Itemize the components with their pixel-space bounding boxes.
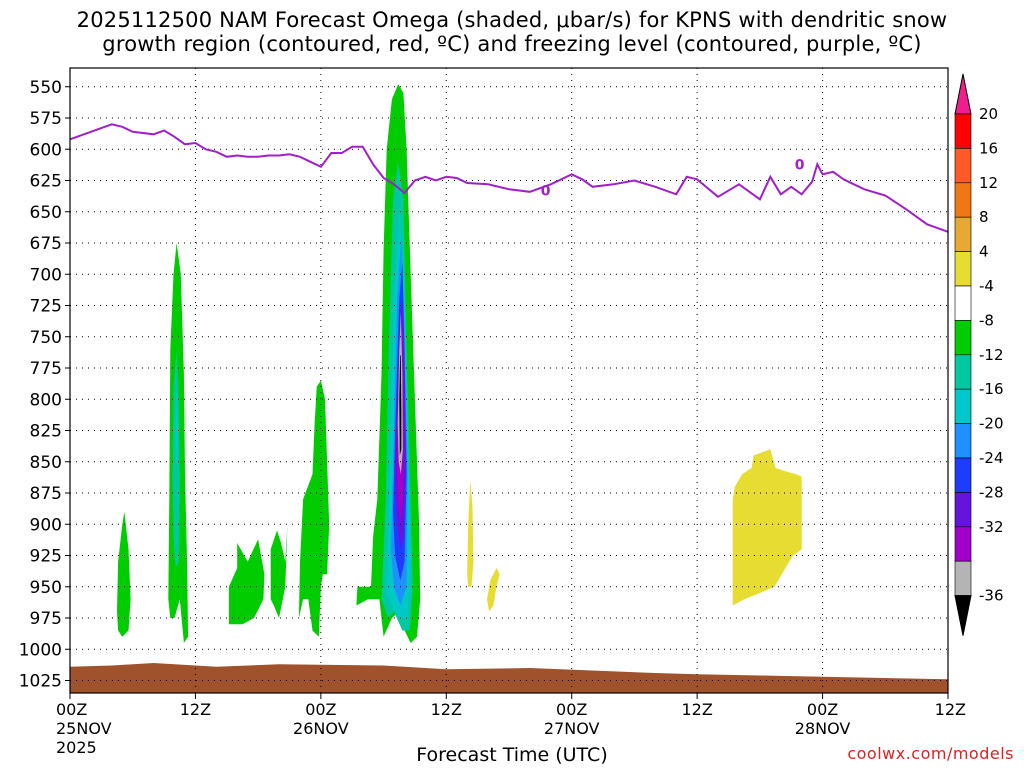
x-tick-label: 00Z — [305, 700, 336, 719]
colorbar-segment — [954, 320, 972, 356]
y-tick-label: 775 — [30, 359, 62, 379]
colorbar-bottom-arrow — [954, 595, 972, 636]
y-tick-label: 650 — [30, 203, 62, 223]
colorbar-label: -24 — [979, 449, 1004, 467]
colorbar-segment — [954, 526, 972, 562]
y-tick-label: 800 — [30, 390, 62, 410]
axes-layer: 550 575 600 625 650 675 700 725 750 775 800 825 850 8… — [19, 67, 966, 757]
x-tick-label: 12Z — [180, 700, 211, 719]
freezing-level-label: 0 — [795, 157, 805, 173]
colorbar-segment — [954, 251, 972, 287]
colorbar-label: -28 — [979, 483, 1004, 501]
x-tick-label: 00Z — [56, 700, 87, 719]
colorbar-segment — [954, 492, 972, 528]
colorbar-segment — [954, 113, 972, 149]
y-tick-label: 975 — [30, 609, 62, 629]
y-tick-label: 550 — [30, 78, 62, 98]
colorbar-label: -8 — [979, 311, 994, 329]
colorbar-label: -36 — [979, 587, 1004, 605]
freezing-level-line — [69, 123, 949, 233]
y-tick-label: 1025 — [19, 672, 62, 692]
y-tick-label: 675 — [30, 234, 62, 254]
y-tick-label: 1000 — [19, 640, 62, 660]
ground-shading — [70, 663, 948, 693]
omega-region — [228, 539, 265, 625]
colorbar-segment — [954, 560, 972, 596]
y-tick-label: 700 — [30, 265, 62, 285]
y-tick-label: 725 — [30, 297, 62, 317]
omega-region — [487, 568, 500, 612]
y-tick-label: 875 — [30, 484, 62, 504]
x-tick-label: 12Z — [681, 700, 712, 719]
x-tick-label: 00Z — [807, 700, 838, 719]
colorbar-segment — [954, 354, 972, 390]
freezing-level-label: 0 — [541, 184, 551, 200]
colorbar-segment — [954, 285, 972, 321]
omega-region — [270, 524, 288, 618]
colorbar-segment — [954, 216, 972, 252]
colorbar-label: -32 — [979, 518, 1004, 536]
y-tick-label: 850 — [30, 453, 62, 473]
credit-link[interactable]: coolwx.com/models — [847, 744, 1014, 763]
colorbar-segment — [954, 388, 972, 424]
y-tick-label: 925 — [30, 547, 62, 567]
omega-region — [298, 380, 330, 637]
colorbar-segment — [954, 148, 972, 184]
x-tick-label: 12Z — [935, 700, 966, 719]
chart-title-line2: growth region (contoured, red, ºC) and f… — [102, 32, 922, 56]
colorbar-segment — [954, 423, 972, 459]
plot-frame — [69, 67, 949, 694]
freezing-level-layer: 00 — [69, 123, 949, 233]
omega-region — [175, 386, 178, 462]
colorbar-segment — [954, 457, 972, 493]
x-tick-date-label: 27NOV — [544, 719, 600, 738]
x-tick-date-label: 25NOV — [56, 719, 112, 738]
colorbar-top-arrow — [954, 73, 972, 115]
colorbar-label: 4 — [979, 243, 989, 261]
omega-region — [732, 449, 802, 606]
y-tick-label: 625 — [30, 172, 62, 192]
x-axis-title: Forecast Time (UTC) — [416, 744, 608, 766]
x-tick-date-label: 26NOV — [293, 719, 349, 738]
x-tick-date-label: 28NOV — [795, 719, 851, 738]
y-tick-label: 825 — [30, 422, 62, 442]
x-tick-label: 00Z — [556, 700, 587, 719]
colorbar-label: -12 — [979, 346, 1004, 364]
ground-layer — [70, 663, 948, 693]
colorbar-segment — [954, 182, 972, 218]
colorbar-label: 12 — [979, 174, 998, 192]
colorbar-label: 20 — [979, 105, 998, 123]
x-tick-label: 12Z — [431, 700, 462, 719]
y-tick-label: 950 — [30, 578, 62, 598]
grid-layer — [69, 68, 949, 693]
colorbar-label: -16 — [979, 380, 1004, 398]
omega-region — [117, 511, 131, 637]
y-tick-label: 575 — [30, 109, 62, 129]
y-tick-label: 750 — [30, 328, 62, 348]
colorbar-label: 16 — [979, 139, 998, 157]
colorbar-label: -20 — [979, 415, 1004, 433]
x-tick-year-label: 2025 — [56, 738, 97, 757]
colorbar: 20 16 12 8 4 -4 -8 -12 -16 -20 -24 -28 -32 -36 — [954, 73, 1004, 636]
chart-title-line1: 2025112500 NAM Forecast Omega (shaded, μ… — [76, 8, 948, 32]
colorbar-label: 8 — [979, 208, 989, 226]
y-tick-label: 900 — [30, 515, 62, 535]
omega-region — [467, 480, 474, 587]
omega-shading-layer — [117, 84, 802, 644]
y-tick-label: 600 — [30, 140, 62, 160]
colorbar-label: -4 — [979, 277, 994, 295]
